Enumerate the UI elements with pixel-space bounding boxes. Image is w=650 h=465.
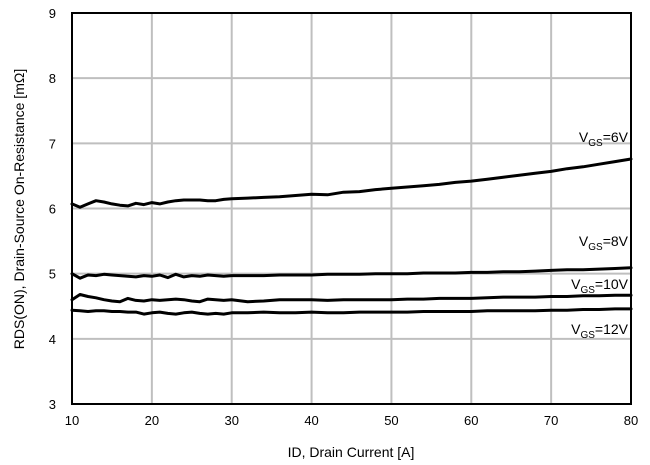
grid-lines [71, 12, 632, 405]
x-tick-label-0: 10 [65, 413, 79, 428]
series-line-0 [70, 157, 633, 209]
series-line-1 [70, 266, 633, 280]
series-label-2: VGS=10V [571, 276, 629, 296]
x-axis-ticks: 10 20 30 40 50 60 70 80 [65, 413, 638, 428]
y-axis-ticks: 3 4 5 6 7 8 9 [49, 6, 56, 412]
series-label-subscript: GS [588, 242, 603, 253]
series-label-main: V [571, 321, 581, 337]
x-tick-label-4: 50 [384, 413, 398, 428]
series-line-2 [70, 293, 633, 304]
series-label-suffix: =6V [603, 129, 629, 145]
x-tick-label-1: 20 [145, 413, 159, 428]
y-tick-label-6: 9 [49, 6, 56, 21]
x-tick-label-7: 80 [624, 413, 638, 428]
series-label-main: V [579, 233, 589, 249]
x-tick-label-3: 40 [304, 413, 318, 428]
series-label-subscript: GS [580, 285, 595, 296]
series-label-0: VGS=6V [579, 129, 629, 149]
series-label-suffix: =10V [595, 276, 629, 292]
x-tick-label-6: 70 [544, 413, 558, 428]
x-tick-label-5: 60 [464, 413, 478, 428]
series-label-subscript: GS [588, 138, 603, 149]
series-label-main: V [579, 129, 589, 145]
x-axis-title: ID, Drain Current [A] [288, 444, 415, 460]
series-line-3 [70, 307, 633, 316]
y-tick-label-1: 4 [49, 332, 56, 347]
series-label-subscript: GS [580, 330, 595, 341]
series-label-main: V [571, 276, 581, 292]
x-tick-label-2: 30 [224, 413, 238, 428]
y-tick-label-4: 7 [49, 136, 56, 151]
series-lines [70, 157, 633, 316]
y-tick-label-5: 8 [49, 71, 56, 86]
series-label-suffix: =8V [603, 233, 629, 249]
series-label-3: VGS=12V [571, 321, 629, 341]
y-tick-label-3: 6 [49, 202, 56, 217]
plot-area-frame [71, 12, 632, 405]
series-label-suffix: =12V [595, 321, 629, 337]
y-axis-title: RDS(ON), Drain-Source On-Resistance [mΩ] [11, 69, 27, 349]
y-tick-label-2: 5 [49, 267, 56, 282]
series-label-1: VGS=8V [579, 233, 629, 253]
y-tick-label-0: 3 [49, 397, 56, 412]
